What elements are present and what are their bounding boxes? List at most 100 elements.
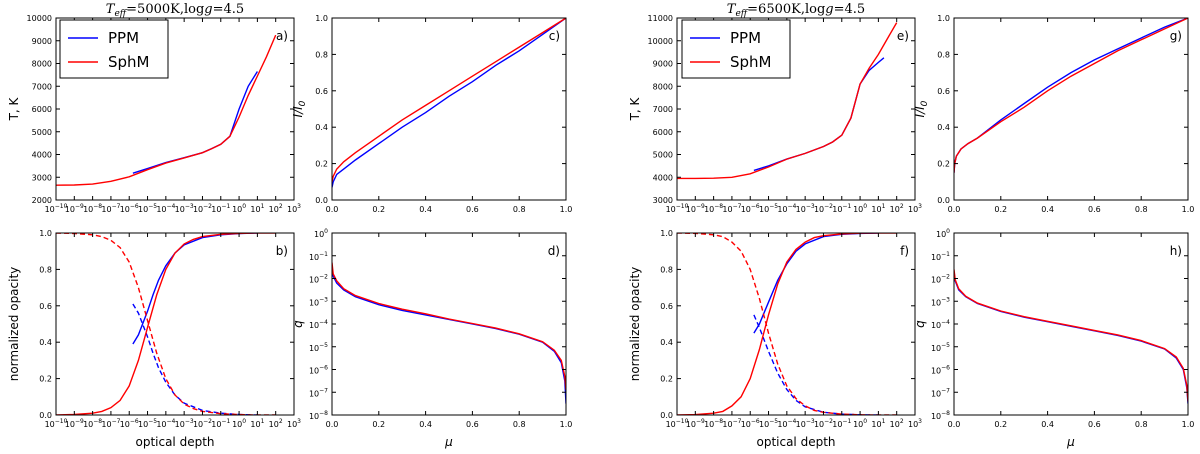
panel-c: 0.0 0.2 0.4 0.6 0.8 1.00.00.20.40.60.81.0c)I/…	[291, 14, 572, 214]
panel-g: 0.0 0.2 0.4 0.6 0.8 1.0 0.0 0.2 0.4 0.6 0.8 1.0 g) I/…	[913, 14, 1194, 214]
x-tick-label: 10−8	[83, 418, 102, 429]
x-tick-label: 10−9	[686, 418, 705, 429]
y-axis-label: normalized opacity	[7, 267, 21, 382]
title-right: Teff=6500K,logg=4.5	[727, 2, 865, 19]
plot-frame	[55, 232, 295, 416]
y-axis-label: q	[291, 320, 305, 328]
series-ppm-solid-line	[132, 71, 258, 174]
x-tick-label: 10−5	[759, 203, 778, 214]
x-tick-label: 0.4	[1041, 205, 1054, 214]
y-axis-label: T, K	[7, 96, 21, 121]
x-tick-label: 101	[871, 203, 885, 214]
x-tick-label: 100	[232, 418, 246, 429]
legend-label-sphm: SphM	[108, 53, 150, 71]
y-tick-label: 0.6	[315, 87, 328, 96]
legend-box	[681, 19, 791, 79]
y-tick-label: 10000	[27, 14, 52, 23]
x-tick-label: 10−2	[814, 418, 833, 429]
x-tick-label: 10−7	[722, 418, 741, 429]
y-tick-label: 0.0	[315, 196, 328, 205]
x-tick-label: 10−3	[175, 418, 194, 429]
y-axis-label: q	[913, 320, 927, 328]
x-tick-label: 101	[250, 418, 264, 429]
x-tick-label: 0.2	[994, 205, 1007, 214]
y-tick-label: 0.8	[937, 50, 950, 59]
x-tick-label: 10−8	[83, 203, 102, 214]
x-tick-label: 1.0	[1182, 420, 1195, 429]
panel-label: b)	[276, 244, 288, 258]
x-tick-label: 0.6	[1088, 205, 1101, 214]
x-tick-label: 10−10	[666, 203, 689, 214]
x-tick-label: 0.6	[1088, 420, 1101, 429]
x-tick-label: 10−1	[211, 418, 230, 429]
y-tick-label: 10−5	[309, 342, 328, 353]
title-left: Teff=5000K,logg=4.5	[106, 2, 244, 19]
y-tick-label: 6000	[653, 128, 673, 137]
y-tick-label: 0.8	[660, 265, 673, 274]
plot-frame	[953, 232, 1189, 416]
x-tick-label: 10−7	[101, 418, 120, 429]
x-axis-label: μ	[1066, 435, 1075, 449]
series-sphm-solid-line	[954, 269, 1188, 402]
x-tick-label: 103	[908, 203, 922, 214]
series-ppm-solid-line	[753, 233, 879, 334]
y-tick-label: 1.0	[660, 229, 673, 238]
x-tick-label: 0.8	[1135, 420, 1148, 429]
y-tick-label: 7000	[32, 82, 52, 91]
x-tick-label: 10−9	[65, 418, 84, 429]
x-tick-label: 10−4	[156, 203, 175, 214]
y-axis-label: T, K	[628, 96, 642, 121]
x-tick-label: 10−3	[796, 418, 815, 429]
x-tick-label: 100	[853, 418, 867, 429]
y-tick-label: 8000	[653, 82, 673, 91]
x-tick-label: 103	[287, 418, 301, 429]
x-tick-label: 0.2	[372, 420, 385, 429]
x-tick-label: 10−1	[211, 203, 230, 214]
x-tick-label: 102	[890, 203, 904, 214]
y-axis-label: I/I0	[913, 100, 930, 117]
x-tick-label: 0.2	[372, 205, 385, 214]
x-tick-label: 100	[853, 203, 867, 214]
x-tick-label: 10−1	[832, 418, 851, 429]
plot-frame	[331, 232, 567, 416]
panel-label: e)	[897, 29, 909, 43]
y-tick-label: 4000	[653, 173, 673, 182]
y-tick-label: 0.6	[660, 302, 673, 311]
y-tick-label: 6000	[32, 105, 52, 114]
y-tick-label: 10−6	[309, 365, 328, 376]
series-sphm-solid-line	[332, 262, 566, 391]
x-tick-label: 103	[287, 203, 301, 214]
series-ppm-dashed-line	[132, 303, 258, 415]
y-tick-label: 10−2	[309, 274, 328, 285]
x-tick-label: 0.0	[948, 420, 961, 429]
x-tick-label: 0.0	[326, 420, 339, 429]
x-tick-label: 0.0	[948, 205, 961, 214]
y-tick-label: 0.2	[315, 160, 328, 169]
x-tick-label: 10−2	[193, 203, 212, 214]
y-tick-label: 1.0	[315, 14, 328, 23]
legend-box	[59, 19, 169, 79]
y-tick-label: 100	[314, 228, 328, 239]
x-tick-label: 10−5	[138, 418, 157, 429]
y-tick-label: 0.6	[937, 87, 950, 96]
panel-label: f)	[900, 244, 909, 258]
x-tick-label: 10−3	[175, 203, 194, 214]
x-tick-label: 1.0	[1182, 205, 1195, 214]
x-tick-label: 10−6	[741, 203, 760, 214]
plot-frame	[331, 17, 567, 201]
legend-label-ppm: PPM	[108, 29, 139, 47]
x-tick-label: 10−8	[704, 418, 723, 429]
series-sphm-solid-line	[56, 233, 276, 415]
x-tick-label: 0.2	[994, 420, 1007, 429]
x-tick-label: 0.0	[326, 205, 339, 214]
y-tick-label: 10−6	[931, 365, 950, 376]
panel-label: d)	[548, 244, 560, 258]
legend-label-ppm: PPM	[730, 29, 761, 47]
panel-d: 0.0 0.2 0.4 0.6 0.8 1.0 10−8 10−7 10−6 10−5 10−4 10…	[291, 228, 572, 449]
panel-label: c)	[549, 29, 560, 43]
x-tick-label: 10−3	[796, 203, 815, 214]
x-tick-label: 0.8	[513, 205, 526, 214]
